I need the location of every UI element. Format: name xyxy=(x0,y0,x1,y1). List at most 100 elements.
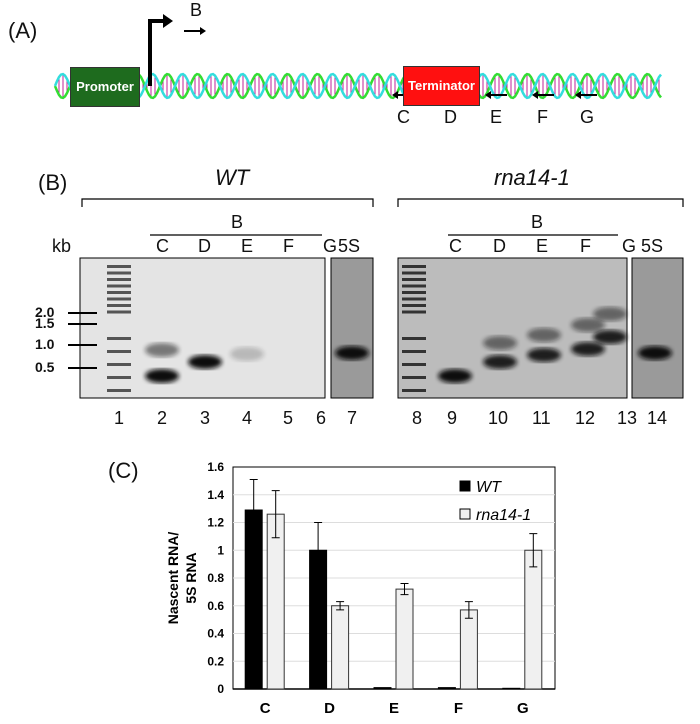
error-bar xyxy=(314,522,323,579)
legend-swatch xyxy=(459,480,471,492)
lane-header: G xyxy=(622,236,637,256)
y-tick-label: 1.6 xyxy=(207,460,224,474)
mutant-primer-b-label: B xyxy=(531,212,544,232)
lane-number: 2 xyxy=(157,408,168,428)
y-tick-label: 0.8 xyxy=(207,571,224,585)
lane-number: 5 xyxy=(283,408,294,428)
legend-label: rna14-1 xyxy=(476,507,531,524)
x-tick-label: D xyxy=(324,700,335,717)
ladder-band xyxy=(107,389,131,392)
lane-header: F xyxy=(580,236,591,256)
mutant-5s-gel xyxy=(631,257,684,399)
lane-number: 3 xyxy=(200,408,211,428)
gel-band xyxy=(593,307,627,321)
legend-label: WT xyxy=(476,479,502,496)
x-tick-label: G xyxy=(517,700,529,717)
ladder-band xyxy=(402,297,426,301)
lane-number: 8 xyxy=(412,408,423,428)
tss-arrow-icon xyxy=(163,14,173,28)
lane-header: D xyxy=(198,236,211,256)
y-tick-label: 1 xyxy=(217,543,224,557)
y-tick-label: 0 xyxy=(217,682,224,696)
ladder-band xyxy=(402,337,426,340)
x-tick-label: C xyxy=(260,700,271,717)
wt-gel xyxy=(79,257,326,399)
ladder-band xyxy=(107,265,131,268)
size-marker-label: 1.0 xyxy=(35,336,55,352)
gel-band xyxy=(638,346,672,360)
ladder-band xyxy=(107,337,131,340)
ladder-band xyxy=(107,376,131,379)
ladder-band xyxy=(107,278,131,281)
y-axis-label-line: Nascent RNA/ xyxy=(165,532,181,625)
bar-WT-G xyxy=(502,687,521,690)
ladder-band xyxy=(107,284,131,288)
ladder-band xyxy=(107,291,131,294)
reverse-primer-arrow-icon xyxy=(392,91,398,99)
ladder-band xyxy=(107,271,131,275)
ladder-band xyxy=(107,363,131,366)
lane-header: F xyxy=(283,236,294,256)
gel-band xyxy=(527,328,561,342)
ladder-band xyxy=(402,291,426,294)
gel-band xyxy=(483,355,517,369)
ladder-band xyxy=(402,310,426,314)
error-bar xyxy=(400,583,409,596)
lane-header-5s: 5S xyxy=(338,236,361,256)
wt-title: WT xyxy=(215,165,250,190)
ladder-band xyxy=(107,297,131,301)
gel-band xyxy=(145,369,179,383)
gel-band xyxy=(571,342,605,356)
mutant-title: rna14-1 xyxy=(494,165,570,190)
dna-strand xyxy=(53,72,662,100)
error-bar xyxy=(529,533,538,568)
bar-WT-F xyxy=(437,687,456,690)
y-axis-label: Nascent RNA/5S RNA xyxy=(165,532,199,625)
x-tick-label: F xyxy=(454,700,463,717)
ladder-band xyxy=(402,376,426,379)
error-bar xyxy=(464,601,473,619)
gene-diagram xyxy=(53,14,662,100)
ladder-band xyxy=(402,350,426,353)
mutant-bracket xyxy=(397,198,684,207)
lane-header: E xyxy=(536,236,549,256)
primer-b-label: B xyxy=(190,0,203,20)
ladder-band xyxy=(402,278,426,281)
y-tick-label: 0.4 xyxy=(207,627,224,641)
lane-header: E xyxy=(241,236,254,256)
wt-primer-b-label: B xyxy=(231,212,244,232)
bar-rna14-1-C xyxy=(266,513,285,690)
ladder-band xyxy=(107,350,131,353)
primer-label: C xyxy=(397,107,410,127)
y-tick-label: 0.6 xyxy=(207,599,224,613)
y-axis-label-line: 5S RNA xyxy=(183,552,199,603)
lane-number: 12 xyxy=(575,408,596,428)
primer-b-arrow-icon xyxy=(200,27,206,35)
gel-band xyxy=(145,343,179,357)
error-bar xyxy=(336,601,345,611)
reverse-primer-arrow-icon xyxy=(575,91,581,99)
panel-a-label: (A) xyxy=(8,18,38,43)
gel-band xyxy=(230,347,264,361)
error-bar xyxy=(271,490,280,539)
ladder-band xyxy=(402,284,426,288)
gel-band xyxy=(571,318,605,332)
bar-rna14-1-G xyxy=(524,549,543,690)
lane-number: 6 xyxy=(316,408,327,428)
dna-strand xyxy=(53,72,662,100)
ladder-band xyxy=(402,271,426,275)
panel-c-label: (C) xyxy=(108,458,139,483)
y-tick-label: 1.4 xyxy=(207,488,224,502)
primer-label: G xyxy=(580,107,595,127)
error-bar xyxy=(249,478,258,542)
size-marker-label: 0.5 xyxy=(35,359,55,375)
reverse-primer-arrow-icon xyxy=(485,91,491,99)
y-tick-label: 1.2 xyxy=(207,516,224,530)
lane-header: G xyxy=(323,236,338,256)
size-marker-label: 2.0 xyxy=(35,304,55,320)
primer-label: F xyxy=(537,107,548,127)
terminator-box: Terminator xyxy=(403,66,480,106)
lane-number: 11 xyxy=(532,408,551,428)
